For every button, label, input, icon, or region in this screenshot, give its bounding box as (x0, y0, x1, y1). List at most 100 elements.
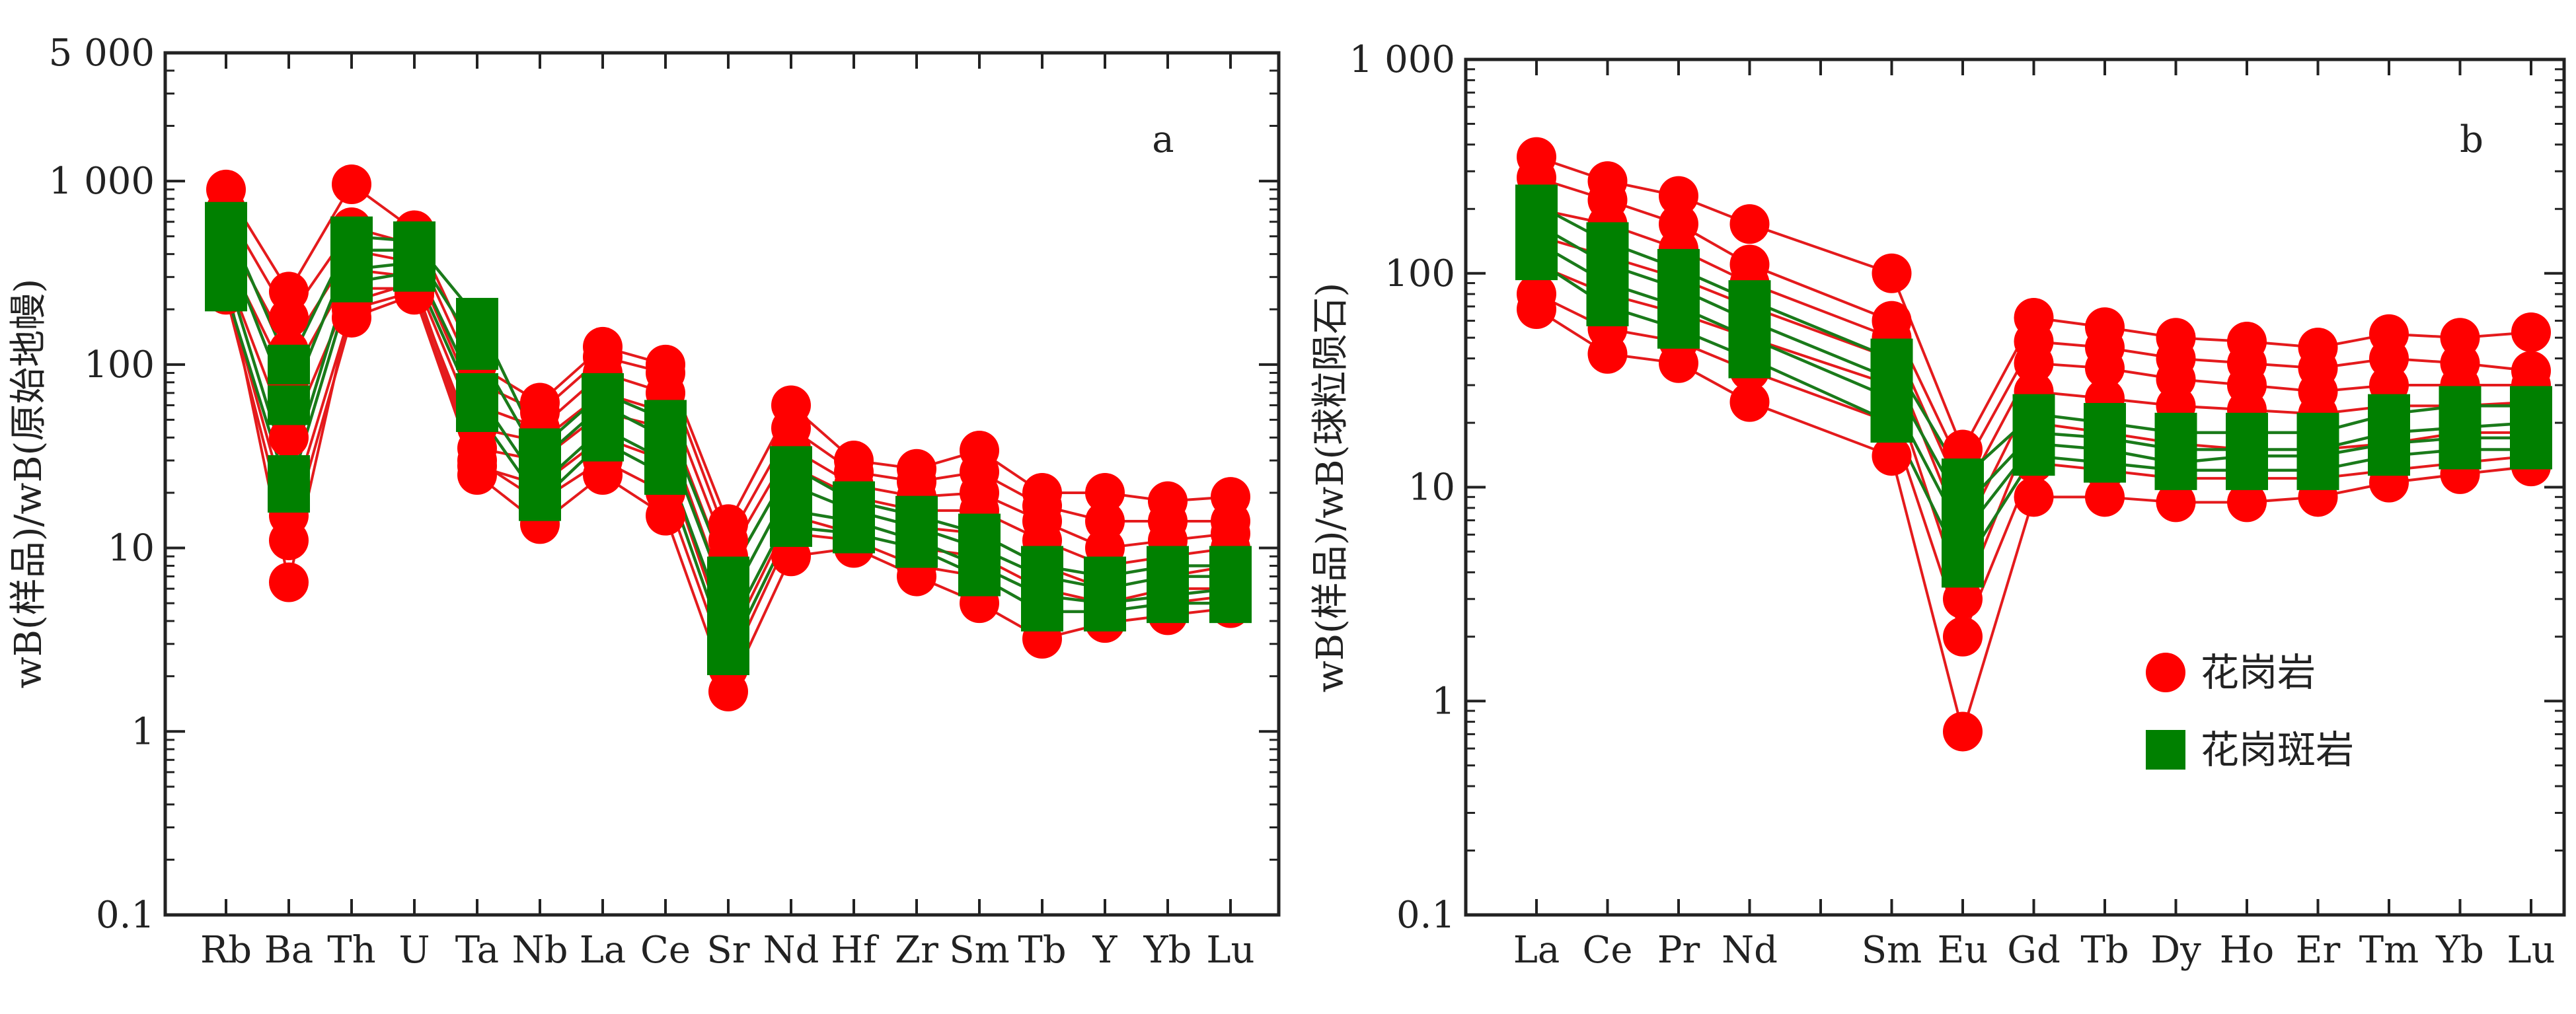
y-tick-label: 5 000 (49, 32, 155, 75)
granite-point (269, 521, 309, 561)
porphyry-point (1147, 583, 1189, 624)
porphyry-point (268, 385, 310, 425)
y-tick-label: 0.1 (96, 894, 155, 937)
panel-b-markers (1515, 137, 2552, 752)
granite-point (1872, 436, 1912, 476)
panel-a-plot-frame (163, 51, 1281, 917)
y-tick-label: 1 (1431, 680, 1455, 723)
x-tick-label: Lu (2507, 929, 2555, 972)
x-tick-label: Sr (706, 929, 749, 972)
panel-b-chart: 0.1 1 10 100 1 000 La Ce Pr Nd Sm Eu Gd Tb Dy Ho Er Tm Y… (1309, 38, 2566, 972)
porphyry-point (2439, 429, 2481, 470)
porphyry-point (1728, 338, 1771, 379)
porphyry-point (456, 392, 498, 432)
panel-b-x-tick-labels: La Ce Pr Nd Sm Eu Gd Tb Dy Ho Er Tm Yb Lu (1513, 929, 2556, 972)
porphyry-point (895, 528, 938, 568)
porphyry-point (268, 344, 310, 384)
panel-b-y-tick-labels: 0.1 1 10 100 1 000 (1349, 38, 1455, 937)
porphyry-point (2226, 450, 2268, 490)
granite-point (1659, 343, 1698, 383)
porphyry-point (958, 556, 1001, 597)
x-tick-label: Y (1092, 929, 1118, 972)
x-tick-label: Yb (2435, 929, 2484, 972)
porphyry-point (1870, 403, 1913, 443)
granite-point (2227, 482, 2267, 523)
panel-a-markers (205, 164, 1252, 711)
porphyry-point (1586, 286, 1629, 326)
y-tick-label: 0.1 (1396, 894, 1455, 937)
granite-point (332, 164, 371, 205)
x-tick-label: Rb (200, 929, 252, 972)
porphyry-point (2012, 436, 2055, 476)
y-tick-label: 1 (131, 710, 155, 753)
legend-granite-marker (2146, 653, 2185, 692)
x-tick-label: Ho (2220, 929, 2275, 972)
porphyry-point (456, 330, 498, 370)
x-tick-label: U (398, 929, 430, 972)
granite-point (2085, 477, 2125, 517)
panel-a-y-tick-labels: 0.1 1 10 100 1 000 5 000 (49, 32, 155, 937)
porphyry-point (1942, 548, 1984, 588)
x-tick-label: Eu (1938, 929, 1989, 972)
porphyry-point (2510, 429, 2552, 470)
panel-b-letter: b (2460, 118, 2483, 161)
porphyry-point (519, 481, 561, 521)
porphyry-point (2084, 443, 2126, 483)
porphyry-point (393, 252, 436, 292)
x-tick-label: La (1513, 929, 1560, 972)
legend-porphyry-label: 花岗斑岩 (2201, 727, 2354, 772)
porphyry-point (1209, 583, 1252, 624)
granite-point (2156, 482, 2196, 523)
granite-point (1943, 616, 1983, 657)
y-tick-label: 10 (108, 527, 155, 570)
x-tick-label: Lu (1206, 929, 1254, 972)
granite-point (1872, 253, 1912, 293)
granite-point (1943, 711, 1983, 752)
porphyry-point (833, 513, 875, 554)
y-tick-label: 1 000 (49, 160, 155, 203)
legend-granite-label: 花岗岩 (2201, 650, 2316, 695)
granite-point (269, 297, 309, 338)
x-tick-label: Gd (2007, 929, 2061, 972)
porphyry-point (2368, 436, 2410, 476)
porphyry-point (2154, 450, 2197, 490)
granite-point (269, 417, 309, 458)
panel-a-ticks (165, 52, 1279, 916)
granite-point (1729, 382, 1770, 422)
granite-point (1517, 289, 1556, 329)
granite-point (457, 441, 497, 481)
x-tick-label: Ta (455, 929, 499, 972)
porphyry-point (1515, 240, 1558, 281)
x-tick-label: Nb (512, 929, 568, 972)
x-tick-label: Ce (1583, 929, 1633, 972)
y-tick-label: 100 (84, 344, 155, 386)
granite-point (1587, 334, 1628, 374)
granite-point (2511, 312, 2551, 353)
porphyry-point (205, 272, 247, 312)
x-tick-label: Dy (2150, 929, 2201, 972)
x-tick-label: La (580, 929, 626, 972)
x-tick-label: Hf (831, 929, 880, 972)
panel-b-y-axis-label: wB(样品)/wB(球粒陨石) (1309, 283, 1352, 692)
porphyry-point (1084, 591, 1126, 632)
x-tick-label: Ba (264, 929, 314, 972)
x-tick-label: Er (2296, 929, 2341, 972)
legend-porphyry-marker (2146, 730, 2185, 770)
y-tick-label: 10 (1408, 466, 1455, 509)
x-tick-label: Yb (1143, 929, 1192, 972)
porphyry-point (330, 262, 373, 303)
granite-point (1085, 472, 1125, 513)
x-tick-label: Sm (1862, 929, 1922, 972)
porphyry-point (582, 421, 624, 462)
panel-a-chart: 0.1 1 10 100 1 000 5 000 Rb Ba Th U Ta Nb La Ce Sr Nd H… (7, 32, 1281, 972)
panel-a-y-axis-label: wB(样品)/wB(原始地幔) (7, 279, 50, 688)
porphyry-point (707, 635, 749, 676)
x-tick-label: Tb (1018, 929, 1066, 972)
porphyry-point (1657, 308, 1700, 349)
y-tick-label: 1 000 (1349, 38, 1455, 81)
granite-point (2085, 348, 2125, 388)
porphyry-point (268, 472, 310, 513)
x-tick-label: Th (327, 929, 375, 972)
porphyry-point (1021, 591, 1063, 632)
